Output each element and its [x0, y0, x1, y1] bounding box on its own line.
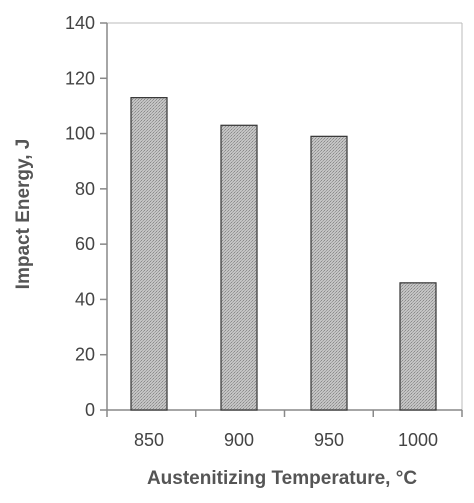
bar-900: [220, 124, 258, 411]
y-tick-label: 100: [65, 124, 95, 144]
y-tick-label: 0: [85, 400, 95, 420]
bar-850: [130, 97, 168, 411]
y-tick-label: 80: [75, 179, 95, 199]
y-axis-title: Impact Energy, J: [13, 139, 34, 290]
bar-950: [310, 135, 348, 411]
y-tick-label: 120: [65, 68, 95, 88]
y-tick-label: 40: [75, 289, 95, 309]
plot-frame: [107, 22, 463, 410]
x-axis: 850 900 950 1000: [106, 409, 463, 450]
x-tick-label: 1000: [398, 430, 438, 450]
y-tick-label: 60: [75, 234, 95, 254]
x-tick-label: 950: [314, 430, 344, 450]
x-axis-title: Austenitizing Temperature, °C: [147, 468, 417, 489]
y-tick-label: 140: [65, 13, 95, 33]
y-tick-label: 20: [75, 345, 95, 365]
bar-1000: [399, 282, 437, 411]
bars: [130, 97, 437, 411]
y-axis: 0 20 40 60 80 100 120 140: [65, 13, 108, 420]
x-tick-label: 850: [134, 430, 164, 450]
x-tick-label: 900: [224, 430, 254, 450]
